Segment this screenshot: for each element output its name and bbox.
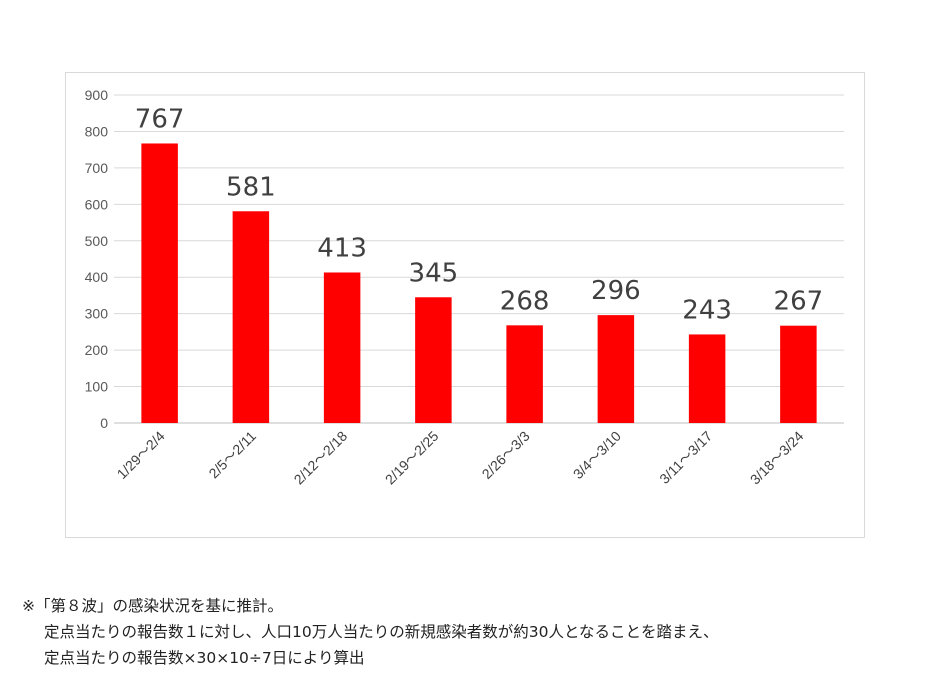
x-tick-label: 2/12～2/18 <box>290 428 350 488</box>
x-tick-label: 2/19～2/25 <box>382 428 442 488</box>
data-label: 767 <box>135 104 185 134</box>
y-tick-label: 500 <box>85 233 109 249</box>
bar-chart: 0 100 200 300 400 500 600 700 800 900 767 581 413 34… <box>85 87 844 488</box>
bar <box>232 211 270 423</box>
y-axis-ticks: 0 100 200 300 400 500 600 700 800 900 <box>85 87 109 431</box>
bar <box>415 297 452 423</box>
data-label: 413 <box>317 233 367 263</box>
y-tick-label: 300 <box>85 306 109 322</box>
y-tick-label: 700 <box>85 160 109 176</box>
y-tick-label: 400 <box>85 269 109 285</box>
footnote: ※「第８波」の感染状況を基に推計。 定点当たりの報告数１に対し、人口10万人当た… <box>22 593 927 671</box>
bars <box>141 143 817 423</box>
bar <box>141 143 178 423</box>
data-label: 243 <box>682 295 732 325</box>
x-tick-label: 2/5～2/11 <box>205 428 259 482</box>
x-axis-ticks: 1/29～2/4 2/5～2/11 2/12～2/18 2/19～2/25 2/26～3… <box>113 428 806 488</box>
y-tick-label: 600 <box>85 196 109 212</box>
footnote-line-3: 定点当たりの報告数×30×10÷7日により算出 <box>44 649 365 667</box>
footnote-line-1: ※「第８波」の感染状況を基に推計。 <box>22 597 283 615</box>
data-label: 581 <box>226 172 276 202</box>
x-tick-label: 3/11～3/17 <box>656 428 715 487</box>
x-tick-label: 3/18～3/24 <box>747 428 807 488</box>
y-tick-label: 800 <box>85 123 109 139</box>
data-label: 267 <box>774 287 824 317</box>
data-label: 296 <box>591 276 641 306</box>
bar <box>506 325 543 423</box>
x-tick-label: 3/4～3/10 <box>570 428 624 482</box>
footnote-line-2: 定点当たりの報告数１に対し、人口10万人当たりの新規感染者数が約30人となること… <box>44 623 719 641</box>
gridlines <box>114 94 844 424</box>
y-tick-label: 900 <box>85 87 109 103</box>
bar <box>688 334 726 423</box>
bar <box>780 325 817 423</box>
y-tick-label: 0 <box>100 415 108 431</box>
x-tick-label: 1/29～2/4 <box>113 428 167 482</box>
x-tick-label: 2/26～3/3 <box>478 428 532 482</box>
chart-area: 0 100 200 300 400 500 600 700 800 900 767 581 413 34… <box>65 72 865 538</box>
data-label: 268 <box>500 286 550 316</box>
y-tick-label: 200 <box>85 342 109 358</box>
bar <box>597 315 635 423</box>
data-labels: 767 581 413 345 268 296 243 267 <box>135 104 823 325</box>
bar <box>323 272 361 423</box>
data-label: 345 <box>409 258 459 288</box>
y-tick-label: 100 <box>85 379 109 395</box>
